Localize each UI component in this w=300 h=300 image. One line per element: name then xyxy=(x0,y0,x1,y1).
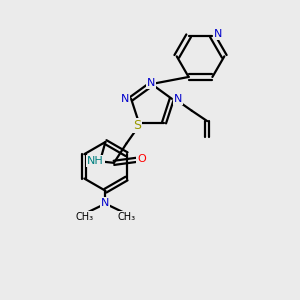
Text: NH: NH xyxy=(87,156,104,167)
Text: CH₃: CH₃ xyxy=(117,212,135,222)
Text: N: N xyxy=(101,198,110,208)
Text: S: S xyxy=(134,118,141,132)
Text: N: N xyxy=(147,78,155,88)
Text: N: N xyxy=(174,94,183,104)
Text: O: O xyxy=(137,154,146,164)
Text: N: N xyxy=(214,29,222,39)
Text: N: N xyxy=(120,94,129,104)
Text: CH₃: CH₃ xyxy=(76,212,94,222)
